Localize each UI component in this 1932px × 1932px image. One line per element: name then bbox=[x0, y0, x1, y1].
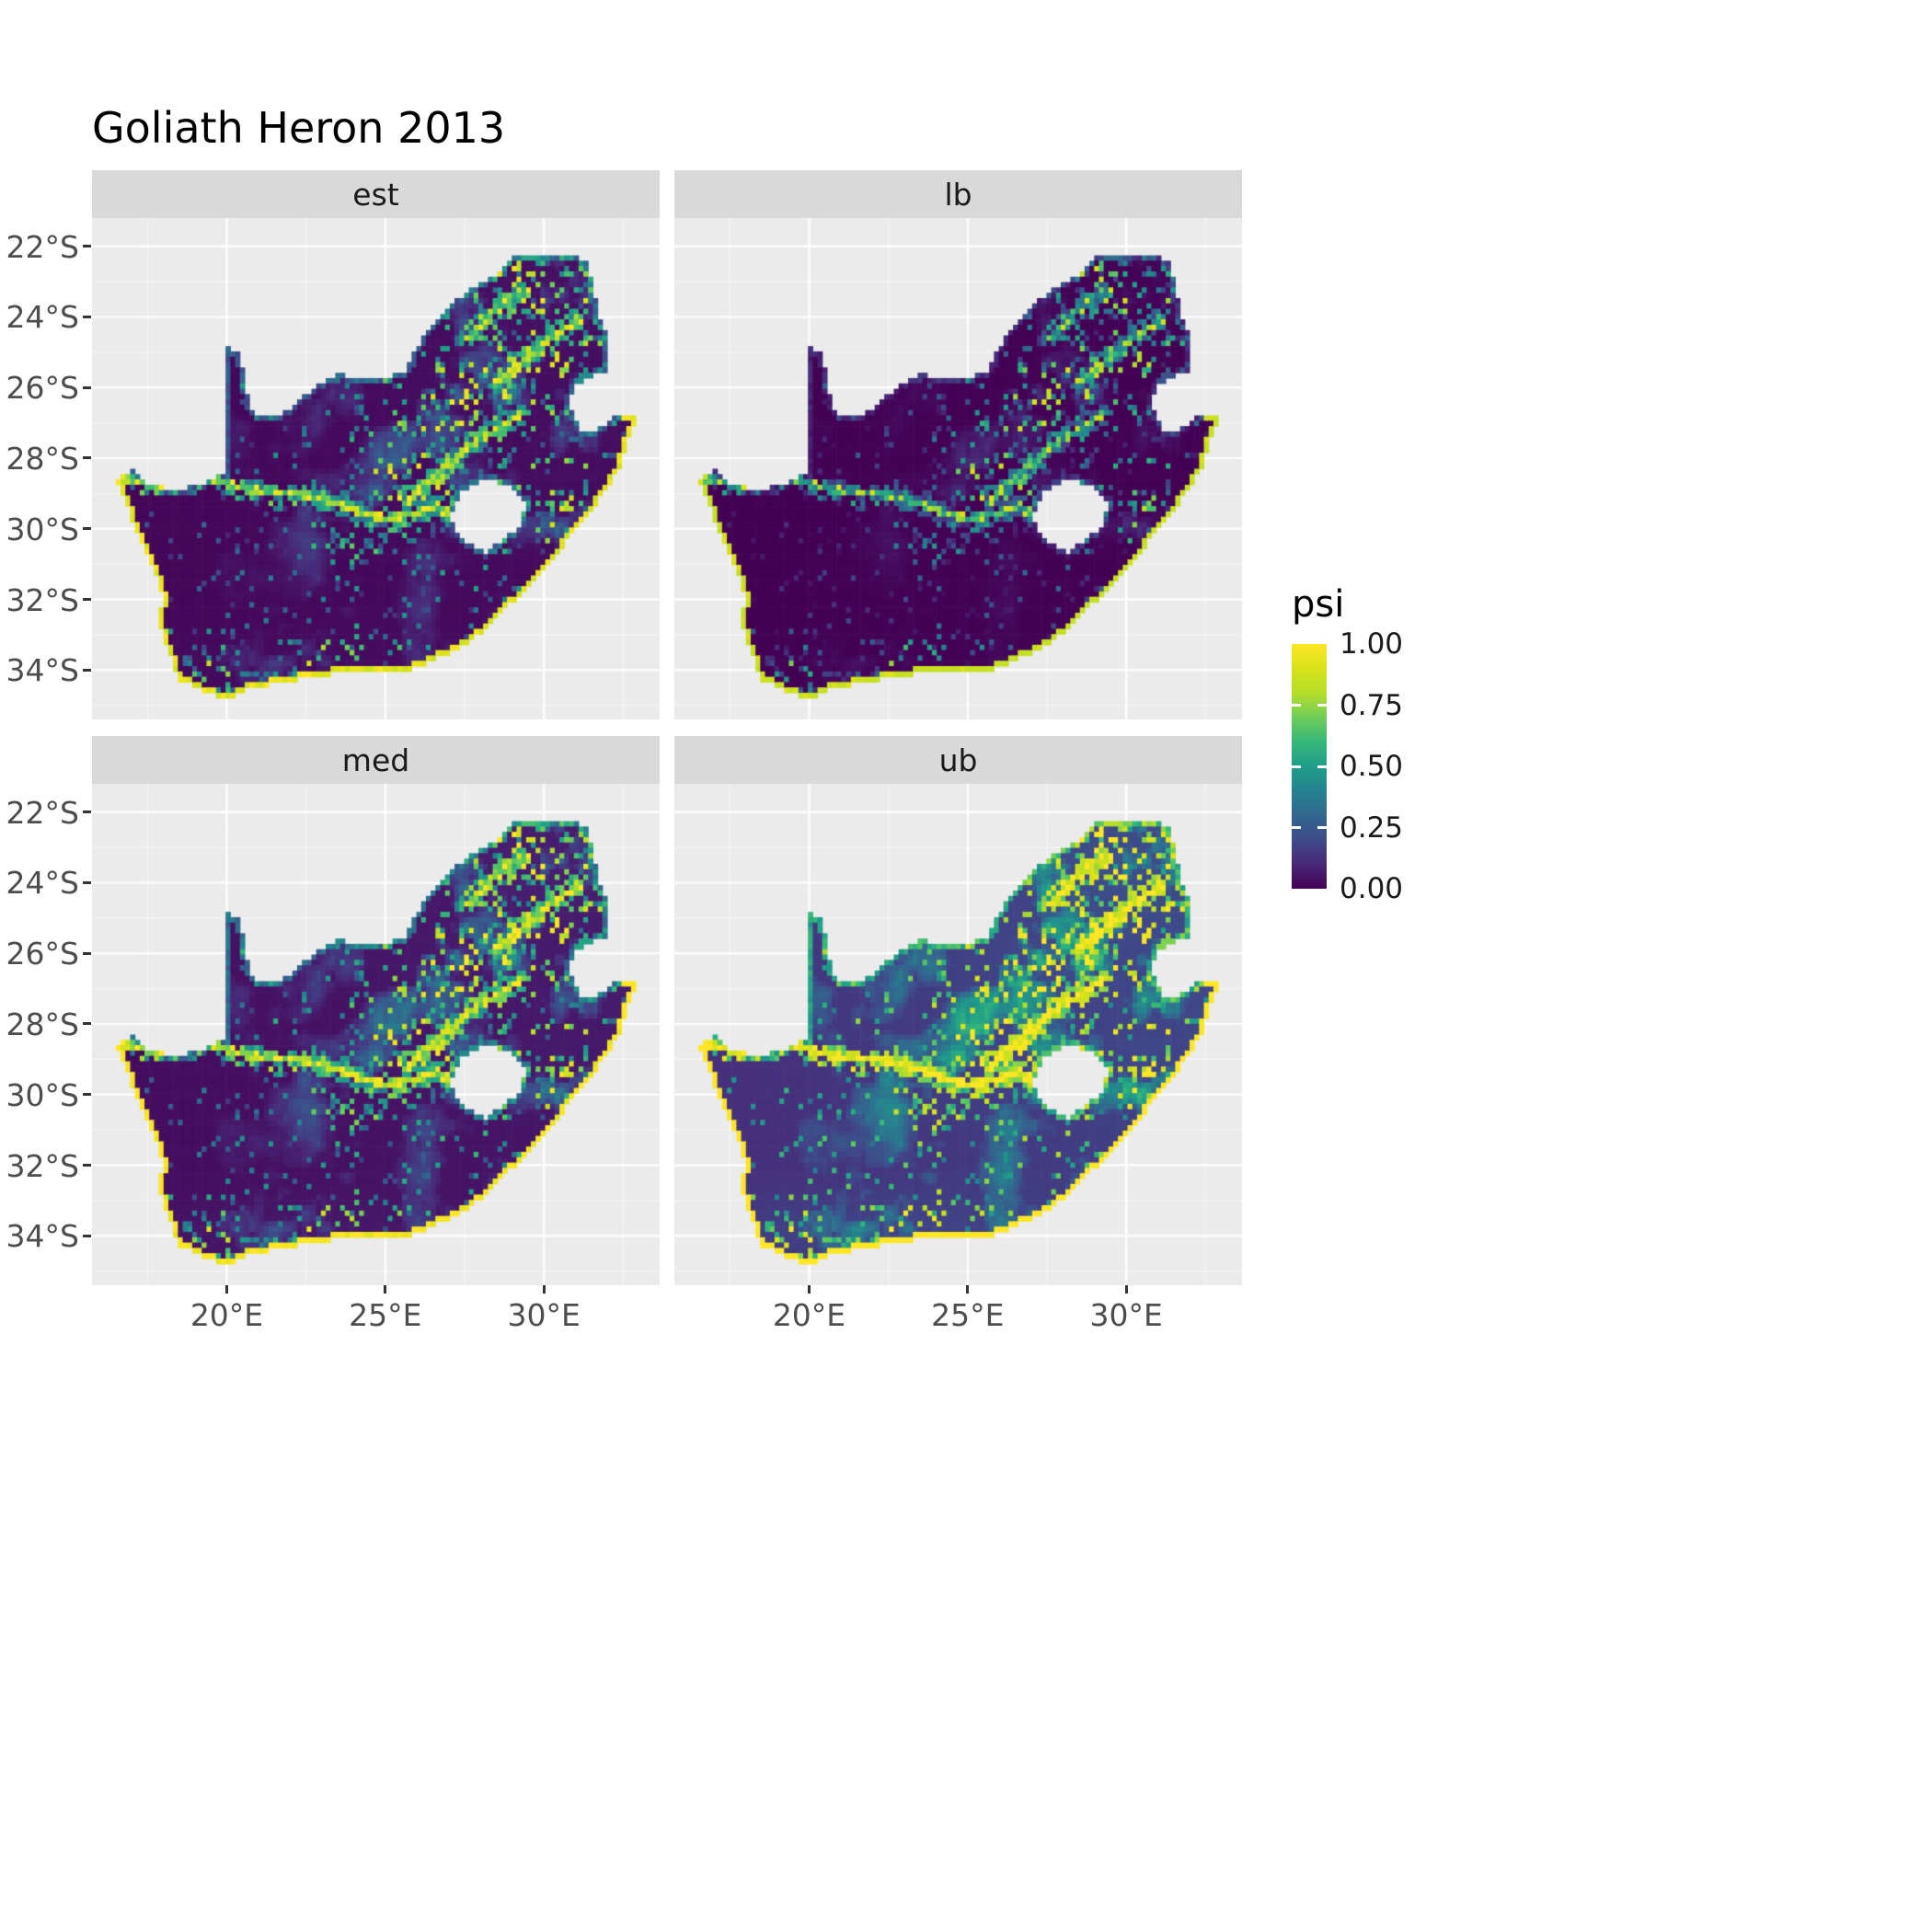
legend-tick-mark bbox=[1317, 765, 1327, 768]
y-axis-tick-mark bbox=[83, 1022, 91, 1026]
facet-lb: lb bbox=[674, 170, 1242, 719]
y-axis-tick-label: 30°S bbox=[6, 1076, 79, 1113]
y-axis-tick-mark bbox=[83, 1093, 91, 1097]
y-axis-tick-mark bbox=[83, 385, 91, 389]
y-axis-tick-label: 26°S bbox=[6, 936, 79, 972]
x-axis-tick-label: 30°E bbox=[507, 1297, 581, 1333]
facet-label-est: est bbox=[352, 176, 399, 213]
x-axis-tick-label: 20°E bbox=[772, 1297, 846, 1333]
plot-title: Goliath Heron 2013 bbox=[92, 103, 506, 153]
facet-label-lb: lb bbox=[944, 176, 972, 213]
facet-strip-med: med bbox=[92, 736, 660, 784]
y-axis-tick-label: 32°S bbox=[6, 581, 79, 618]
map-canvas-est bbox=[92, 218, 660, 719]
x-axis-tick-label: 25°E bbox=[931, 1297, 1005, 1333]
x-axis-tick-label: 20°E bbox=[190, 1297, 264, 1333]
y-axis-tick-mark bbox=[83, 598, 91, 601]
y-axis-tick-label: 28°S bbox=[6, 1006, 79, 1042]
y-axis-tick-mark bbox=[83, 668, 91, 672]
facet-est: est bbox=[92, 170, 660, 719]
legend-tick-mark bbox=[1317, 704, 1327, 707]
y-axis-tick-label: 34°S bbox=[6, 1218, 79, 1255]
legend-tick-mark bbox=[1292, 826, 1301, 829]
y-axis-tick-mark bbox=[83, 527, 91, 531]
y-axis-tick-label: 34°S bbox=[6, 652, 79, 689]
facet-ub: ub bbox=[674, 736, 1242, 1285]
legend-tick-mark bbox=[1317, 826, 1327, 829]
legend-tick-mark bbox=[1292, 765, 1301, 768]
y-axis-tick-mark bbox=[83, 880, 91, 884]
y-axis-tick-label: 28°S bbox=[6, 440, 79, 477]
legend-tick-label: 0.00 bbox=[1340, 872, 1404, 905]
y-axis-tick-label: 26°S bbox=[6, 370, 79, 407]
map-canvas-ub bbox=[674, 784, 1242, 1285]
facet-strip-lb: lb bbox=[674, 170, 1242, 218]
y-axis-tick-mark bbox=[83, 811, 91, 814]
x-axis-tick-label: 30°E bbox=[1089, 1297, 1163, 1333]
facet-panel-med bbox=[92, 784, 660, 1285]
legend-tick-label: 0.50 bbox=[1340, 750, 1404, 783]
facet-strip-est: est bbox=[92, 170, 660, 218]
y-axis-tick-mark bbox=[83, 1234, 91, 1237]
legend-tick-label: 1.00 bbox=[1340, 627, 1404, 661]
facet-strip-ub: ub bbox=[674, 736, 1242, 784]
y-axis-tick-mark bbox=[83, 315, 91, 318]
legend-tick-mark bbox=[1292, 704, 1301, 707]
facet-med: med bbox=[92, 736, 660, 1285]
facet-panel-lb bbox=[674, 218, 1242, 719]
y-axis-tick-label: 32°S bbox=[6, 1147, 79, 1184]
y-axis-tick-mark bbox=[83, 951, 91, 955]
y-axis-tick-label: 30°S bbox=[6, 511, 79, 547]
y-axis-tick-label: 22°S bbox=[6, 794, 79, 831]
x-axis-tick-mark bbox=[224, 1285, 228, 1294]
legend-title: psi bbox=[1292, 583, 1345, 626]
x-axis-tick-mark bbox=[966, 1285, 970, 1294]
x-axis-tick-mark bbox=[807, 1285, 811, 1294]
facet-panel-ub bbox=[674, 784, 1242, 1285]
y-axis-tick-mark bbox=[83, 245, 91, 248]
y-axis-tick-label: 24°S bbox=[6, 865, 79, 902]
y-axis-tick-mark bbox=[83, 1164, 91, 1167]
x-axis-tick-label: 25°E bbox=[349, 1297, 422, 1333]
facet-label-med: med bbox=[341, 742, 410, 778]
map-canvas-med bbox=[92, 784, 660, 1285]
y-axis-tick-label: 22°S bbox=[6, 228, 79, 265]
x-axis-tick-mark bbox=[1124, 1285, 1128, 1294]
facet-panel-est bbox=[92, 218, 660, 719]
facet-label-ub: ub bbox=[938, 742, 978, 778]
map-canvas-lb bbox=[674, 218, 1242, 719]
legend-tick-label: 0.25 bbox=[1340, 811, 1404, 845]
x-axis-tick-mark bbox=[542, 1285, 546, 1294]
x-axis-tick-mark bbox=[384, 1285, 387, 1294]
legend-tick-label: 0.75 bbox=[1340, 688, 1404, 722]
y-axis-tick-mark bbox=[83, 456, 91, 460]
y-axis-tick-label: 24°S bbox=[6, 299, 79, 336]
